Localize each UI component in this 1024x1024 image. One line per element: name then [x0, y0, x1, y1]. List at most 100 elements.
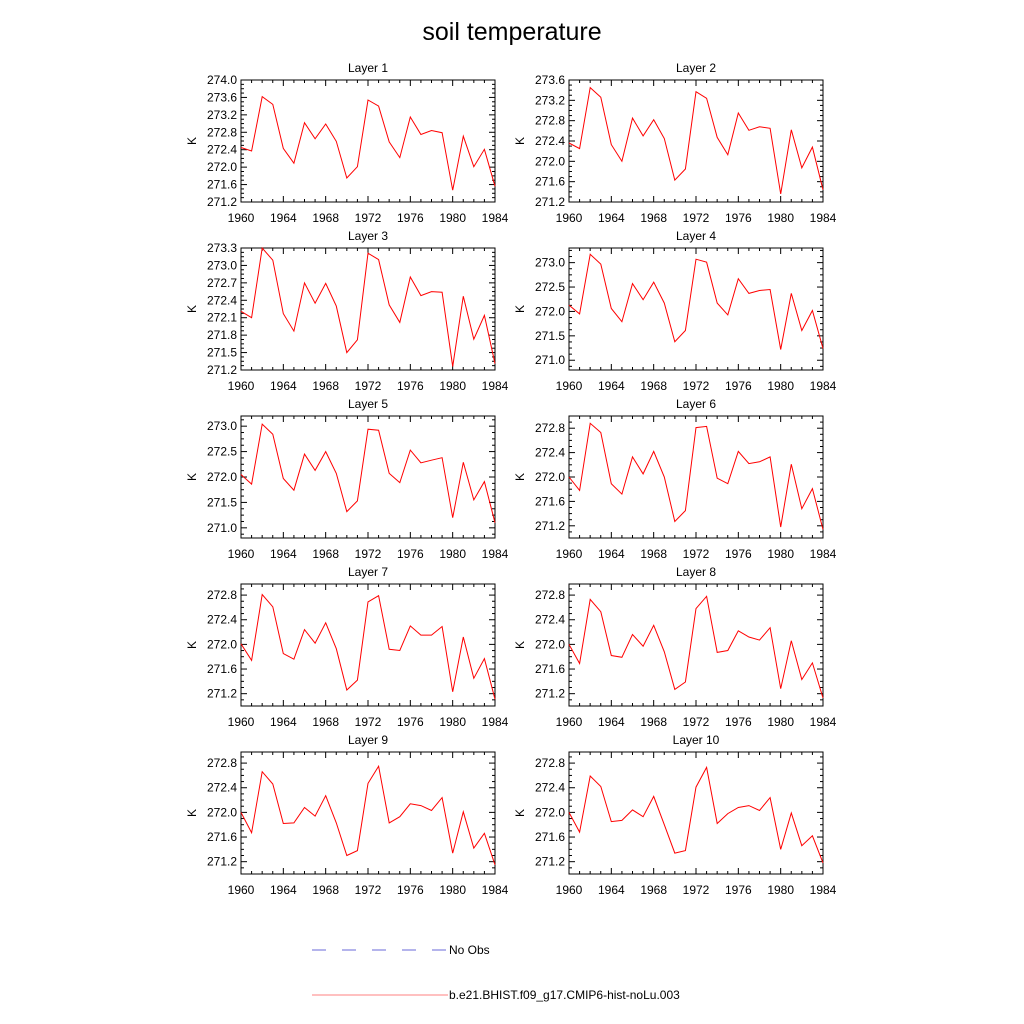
x-tick-label: 1968: [312, 211, 339, 225]
panel-layer-8: Layer 8 K 271.2 271.6 272.0 272.4 272.8 1960 196…: [513, 565, 837, 729]
y-tick-label: 271.6: [535, 175, 565, 189]
series-line-layer-6: [568, 422, 824, 530]
series-line-layer-10: [568, 765, 824, 864]
x-tick-label: 1976: [725, 547, 752, 561]
x-tick-label: 1964: [598, 547, 625, 561]
y-tick-label: 272.0: [207, 160, 237, 174]
series-line-layer-2: [568, 86, 824, 194]
x-tick-label: 1960: [556, 883, 583, 897]
x-tick-label: 1980: [439, 547, 466, 561]
series-line-layer-5: [240, 423, 496, 523]
x-tick-label: 1972: [355, 883, 382, 897]
x-tick-label: 1968: [312, 883, 339, 897]
y-tick-label: 272.8: [535, 588, 565, 602]
x-tick-label: 1968: [640, 379, 667, 393]
x-tick-label: 1964: [270, 211, 297, 225]
y-tick-label: 271.5: [207, 346, 237, 360]
y-axis-label: K: [185, 641, 199, 649]
y-tick-label: 271.8: [207, 328, 237, 342]
x-tick-label: 1968: [640, 883, 667, 897]
y-tick-label: 271.2: [535, 687, 565, 701]
y-tick-label: 272.0: [535, 805, 565, 819]
x-tick-label: 1984: [810, 715, 837, 729]
x-tick-label: 1984: [810, 211, 837, 225]
y-tick-label: 271.2: [207, 855, 237, 869]
y-tick-label: 271.6: [207, 662, 237, 676]
y-tick-label: 273.0: [207, 258, 237, 272]
y-tick-label: 272.4: [207, 293, 237, 307]
y-tick-label: 271.5: [207, 495, 237, 509]
x-tick-label: 1960: [556, 547, 583, 561]
y-tick-label: 273.2: [207, 108, 237, 122]
x-tick-label: 1972: [683, 883, 710, 897]
y-tick-label: 271.2: [207, 363, 237, 377]
x-tick-label: 1964: [270, 883, 297, 897]
y-tick-label: 272.8: [207, 125, 237, 139]
x-tick-label: 1980: [439, 883, 466, 897]
x-tick-label: 1960: [228, 883, 255, 897]
x-tick-label: 1972: [355, 379, 382, 393]
y-tick-label: 272.8: [535, 114, 565, 128]
legend-no-obs-label: No Obs: [449, 943, 490, 957]
y-tick-label: 271.6: [535, 494, 565, 508]
panel-title: Layer 2: [676, 61, 716, 75]
y-axis-label: K: [513, 809, 527, 817]
x-tick-label: 1984: [810, 883, 837, 897]
legend: No Obs b.e21.BHIST.f09_g17.CMIP6-hist-no…: [312, 943, 680, 1002]
y-axis-label: K: [513, 641, 527, 649]
x-tick-label: 1972: [683, 715, 710, 729]
panel-layer-3: Layer 3 K 271.2 271.5 271.8 272.1 272.4 272.7 27…: [185, 229, 509, 393]
panel-title: Layer 3: [348, 229, 388, 243]
series-line-layer-3: [240, 246, 496, 367]
x-tick-label: 1960: [228, 547, 255, 561]
series-line-layer-7: [240, 593, 496, 700]
x-tick-label: 1976: [397, 715, 424, 729]
y-tick-label: 272.4: [207, 143, 237, 157]
x-tick-label: 1972: [355, 715, 382, 729]
plot-frame: [240, 79, 496, 203]
y-tick-label: 273.3: [207, 241, 237, 255]
x-tick-label: 1976: [725, 715, 752, 729]
y-tick-label: 271.6: [535, 662, 565, 676]
x-tick-label: 1984: [482, 547, 509, 561]
panel-title: Layer 1: [348, 61, 388, 75]
x-tick-label: 1964: [598, 211, 625, 225]
plot-frame: [568, 79, 824, 203]
x-tick-label: 1968: [312, 379, 339, 393]
x-tick-label: 1984: [482, 715, 509, 729]
y-tick-label: 272.4: [207, 781, 237, 795]
x-tick-label: 1980: [767, 211, 794, 225]
y-tick-label: 272.8: [535, 756, 565, 770]
y-tick-label: 271.6: [207, 830, 237, 844]
x-tick-label: 1964: [270, 547, 297, 561]
y-axis-label: K: [185, 473, 199, 481]
x-tick-label: 1964: [598, 883, 625, 897]
y-tick-label: 272.7: [207, 276, 237, 290]
x-tick-label: 1968: [640, 715, 667, 729]
plot-frame: [240, 247, 496, 371]
series-line-layer-1: [240, 95, 496, 191]
plot-frame: [568, 247, 824, 371]
y-tick-label: 272.4: [535, 134, 565, 148]
y-tick-label: 272.4: [535, 613, 565, 627]
x-tick-label: 1972: [683, 547, 710, 561]
y-tick-label: 272.0: [535, 470, 565, 484]
x-tick-label: 1960: [556, 211, 583, 225]
panel-title: Layer 6: [676, 397, 716, 411]
x-tick-label: 1972: [355, 211, 382, 225]
panel-layer-2: Layer 2 K 271.2 271.6 272.0 272.4 272.8 273.2 27…: [513, 61, 837, 225]
x-tick-label: 1984: [482, 883, 509, 897]
x-tick-label: 1964: [270, 379, 297, 393]
panel-title: Layer 10: [673, 733, 720, 747]
y-tick-label: 272.0: [207, 805, 237, 819]
plot-frame: [568, 751, 824, 875]
y-tick-label: 271.2: [535, 855, 565, 869]
x-tick-label: 1980: [767, 547, 794, 561]
y-axis-label: K: [185, 809, 199, 817]
x-tick-label: 1972: [683, 211, 710, 225]
x-tick-label: 1968: [312, 715, 339, 729]
y-tick-label: 271.6: [207, 178, 237, 192]
panel-layer-10: Layer 10 K 271.2 271.6 272.0 272.4 272.8 1960 19…: [513, 733, 837, 897]
y-tick-label: 273.6: [207, 90, 237, 104]
panel-grid: Layer 1 K 271.2 271.6 272.0 272.4 272.8 273.2 27…: [185, 61, 837, 897]
